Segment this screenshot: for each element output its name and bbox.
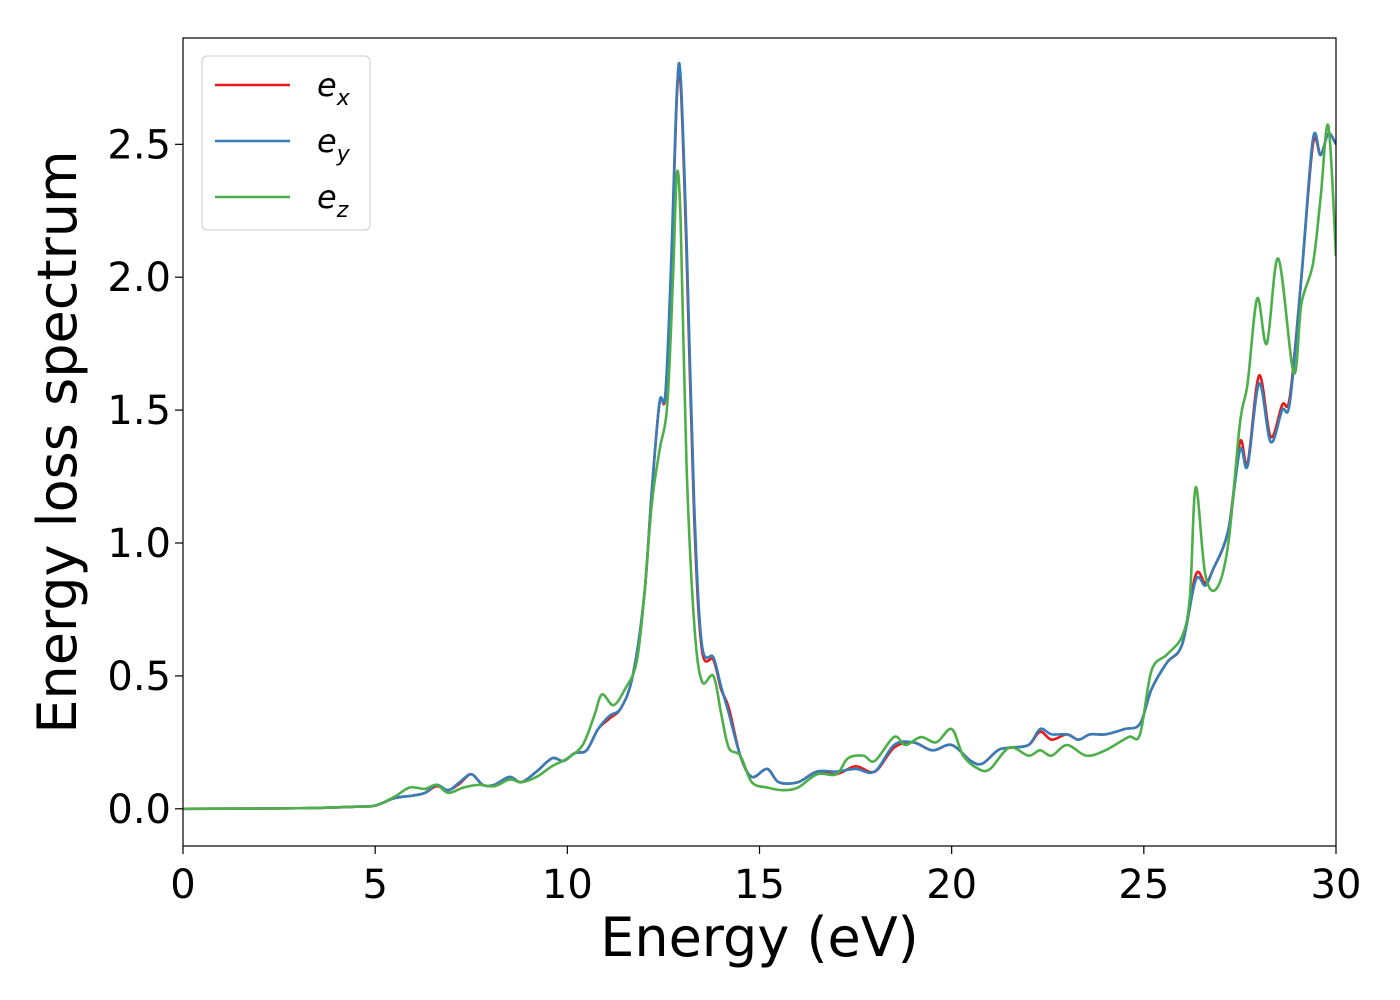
y-tick-label: 0.0: [107, 787, 171, 833]
y-tick-label: 1.5: [107, 388, 171, 434]
y-tick-label: 2.0: [107, 255, 171, 301]
legend-box: [201, 55, 371, 231]
y-tick-label: 2.5: [107, 122, 171, 168]
y-axis-title: Energy loss spectrum: [26, 150, 89, 733]
y-axis: 0.0 0.5 1.0 1.5 2.0 2.5: [107, 122, 183, 833]
x-axis: 0 5 10 15 20 25 30: [170, 846, 1361, 908]
x-tick-label: 20: [926, 862, 977, 908]
series-line-z: [183, 123, 1336, 811]
x-tick-label: 0: [170, 862, 195, 908]
x-tick-label: 5: [362, 862, 387, 908]
x-tick-label: 30: [1311, 862, 1362, 908]
y-tick-label: 1.0: [107, 521, 171, 567]
y-tick-label: 0.5: [107, 654, 171, 700]
x-tick-label: 10: [542, 862, 593, 908]
x-tick-label: 25: [1118, 862, 1169, 908]
series-layer: [183, 61, 1336, 811]
x-tick-label: 15: [734, 862, 785, 908]
x-axis-title: Energy (eV): [600, 906, 919, 969]
